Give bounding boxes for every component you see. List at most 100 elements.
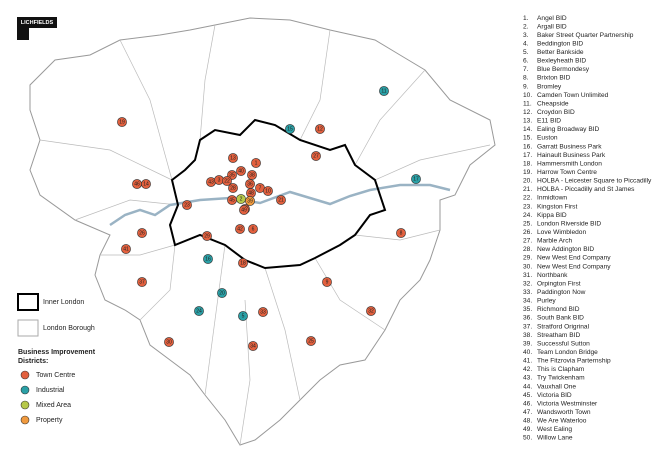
borough-lines	[39, 24, 491, 446]
marker-dot	[202, 231, 212, 241]
list-name: Better Bankside	[537, 49, 584, 56]
list-name: Blue Bermondesy	[537, 66, 590, 73]
list-name: New West End Company	[537, 255, 611, 262]
marker-label: 24	[196, 309, 202, 315]
list-name: Victoria Westminster	[537, 400, 598, 407]
list-number: 38.	[523, 332, 532, 339]
marker-dot	[137, 228, 147, 238]
bid-marker: 28	[228, 183, 238, 193]
list-number: 49.	[523, 426, 532, 433]
legend-label: Town Centre	[36, 372, 75, 379]
list-name: Paddington Now	[537, 289, 586, 296]
legend-title: Business Improvement	[18, 349, 96, 356]
bid-marker: 27	[311, 151, 321, 161]
marker-dot	[228, 153, 238, 163]
bid-marker: 41	[121, 244, 131, 254]
bid-marker: 21	[276, 195, 286, 205]
marker-dot	[276, 195, 286, 205]
marker-dot	[322, 277, 332, 287]
list-number: 42.	[523, 366, 532, 373]
marker-dot	[379, 86, 389, 96]
marker-dot	[164, 337, 174, 347]
marker-label: 17	[413, 177, 419, 183]
list-name: Vauxhall One	[537, 383, 576, 390]
bid-marker: 2	[236, 194, 246, 204]
marker-dot	[239, 205, 249, 215]
list-number: 40.	[523, 349, 532, 356]
list-number: 46.	[523, 400, 532, 407]
legend-label: Inner London	[43, 299, 84, 306]
marker-label: 9	[326, 280, 329, 286]
list-name: West Ealing	[537, 426, 572, 433]
list-name: Bexleyheath BID	[537, 58, 586, 65]
london-outline	[29, 17, 496, 446]
marker-label: 25	[308, 339, 314, 345]
list-number: 44.	[523, 383, 532, 390]
bid-marker: 17	[411, 174, 421, 184]
marker-label: 8	[400, 231, 403, 237]
list-name: Love Wimbledon	[537, 229, 586, 236]
list-name: Argall BID	[537, 23, 567, 30]
marker-dot	[117, 117, 127, 127]
list-name: Stratford Origrinal	[537, 323, 590, 330]
list-name: New Addington BID	[537, 246, 594, 253]
marker-label: 41	[123, 247, 129, 253]
list-number: 15.	[523, 135, 532, 142]
marker-label: 22	[224, 179, 230, 185]
bid-marker: 14	[141, 179, 151, 189]
list-number: 29.	[523, 255, 532, 262]
marker-label: 29	[204, 234, 210, 240]
bid-marker: 8	[396, 228, 406, 238]
marker-dot	[396, 228, 406, 238]
list-number: 27.	[523, 238, 532, 245]
bid-marker: 9	[322, 277, 332, 287]
marker-label: 5	[242, 314, 245, 320]
logo-text: LICHFIELDS	[21, 20, 54, 26]
bid-marker: 3	[214, 175, 224, 185]
bid-marker: 38	[247, 170, 257, 180]
marker-dot	[248, 224, 258, 234]
list-number: 7.	[523, 66, 529, 73]
marker-label: 28	[230, 186, 236, 192]
marker-label: 35	[229, 173, 235, 179]
marker-label: 48	[248, 191, 254, 197]
list-number: 18.	[523, 160, 532, 167]
list-number: 10.	[523, 92, 532, 99]
legend-swatch	[20, 385, 30, 395]
marker-dot	[238, 311, 248, 321]
list-number: 5.	[523, 49, 529, 56]
marker-label: 19	[119, 120, 125, 126]
marker-dot	[141, 179, 151, 189]
marker-dot	[137, 277, 147, 287]
marker-label: 33	[260, 310, 266, 316]
marker-label: 12	[317, 127, 323, 133]
marker-label: 23	[184, 203, 190, 209]
bid-marker: 32	[366, 306, 376, 316]
marker-dot	[306, 336, 316, 346]
marker-dot	[263, 186, 273, 196]
marker-dot	[315, 124, 325, 134]
bid-marker: 25	[306, 336, 316, 346]
list-name: Camden Town Unlimited	[537, 92, 609, 99]
list-number: 23.	[523, 203, 532, 210]
list-number: 19.	[523, 169, 532, 176]
list-number: 22.	[523, 195, 532, 202]
list-number: 32.	[523, 280, 532, 287]
marker-dot	[248, 341, 258, 351]
marker-label: 34	[250, 344, 256, 350]
list-number: 24.	[523, 212, 532, 219]
marker-label: 39	[247, 199, 253, 205]
bid-marker: 29	[202, 231, 212, 241]
list-number: 36.	[523, 315, 532, 322]
list-name: New West End Company	[537, 263, 611, 270]
list-number: 31.	[523, 272, 532, 279]
marker-label: 6	[252, 227, 255, 233]
marker-dot	[235, 224, 245, 234]
marker-label: 15	[287, 127, 293, 133]
list-name: Hammersmith London	[537, 160, 602, 167]
legend-label: London Borough	[43, 325, 95, 332]
marker-label: 1	[255, 161, 258, 167]
marker-label: 2	[240, 197, 243, 203]
marker-label: 37	[139, 280, 145, 286]
